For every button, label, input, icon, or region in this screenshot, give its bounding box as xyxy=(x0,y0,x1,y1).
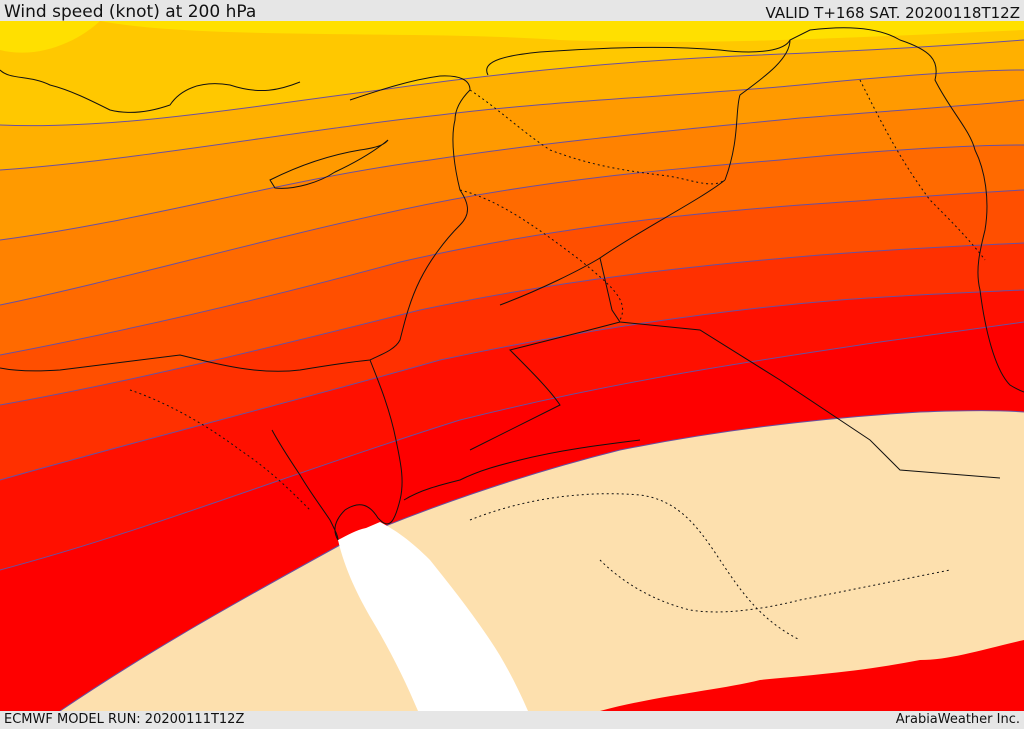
credit-label: ArabiaWeather Inc. xyxy=(895,712,1020,727)
footer-bar: ECMWF MODEL RUN: 20200111T12Z ArabiaWeat… xyxy=(0,711,1024,729)
country-borders xyxy=(129,79,986,641)
red-sea xyxy=(338,522,528,711)
wind-speed-map xyxy=(0,21,1024,711)
model-run-label: ECMWF MODEL RUN: 20200111T12Z xyxy=(4,712,245,727)
isotach-contours xyxy=(0,39,1024,711)
map-title: Wind speed (knot) at 200 hPa xyxy=(4,2,257,22)
solid-boundaries xyxy=(469,39,1001,479)
low-speed-area xyxy=(60,410,1024,711)
header-bar: Wind speed (knot) at 200 hPa VALID T+168… xyxy=(0,0,1024,22)
valid-time-label: VALID T+168 SAT. 20200118T12Z xyxy=(765,4,1020,22)
